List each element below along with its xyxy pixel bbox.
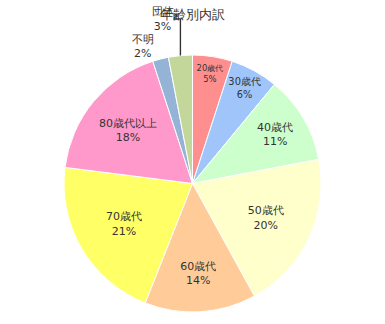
- svg-text:70歳代21%: 70歳代21%: [106, 210, 142, 237]
- svg-text:不明2%: 不明2%: [132, 33, 154, 60]
- svg-text:年齢別内訳: 年齢別内訳: [160, 7, 225, 22]
- svg-text:80歳代以上18%: 80歳代以上18%: [99, 117, 157, 144]
- svg-text:40歳代11%: 40歳代11%: [257, 121, 293, 148]
- svg-text:60歳代14%: 60歳代14%: [180, 260, 216, 287]
- svg-text:30歳代6%: 30歳代6%: [228, 76, 261, 100]
- svg-text:20歳代5%: 20歳代5%: [196, 63, 223, 84]
- svg-text:50歳代20%: 50歳代20%: [248, 204, 284, 231]
- svg-text:団体3%: 団体3%: [152, 5, 174, 32]
